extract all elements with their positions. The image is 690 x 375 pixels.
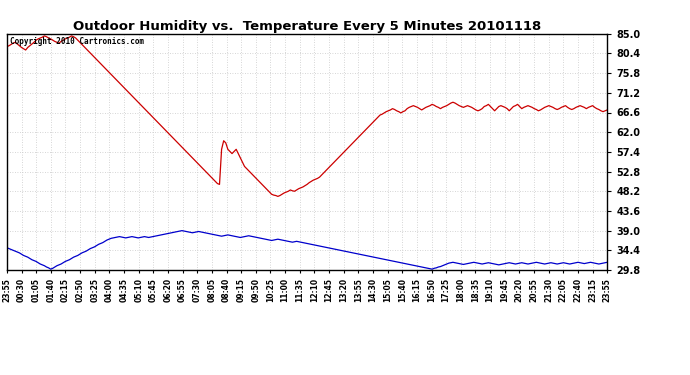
Text: Copyright 2010 Cartronics.com: Copyright 2010 Cartronics.com xyxy=(10,37,144,46)
Title: Outdoor Humidity vs.  Temperature Every 5 Minutes 20101118: Outdoor Humidity vs. Temperature Every 5… xyxy=(73,20,541,33)
